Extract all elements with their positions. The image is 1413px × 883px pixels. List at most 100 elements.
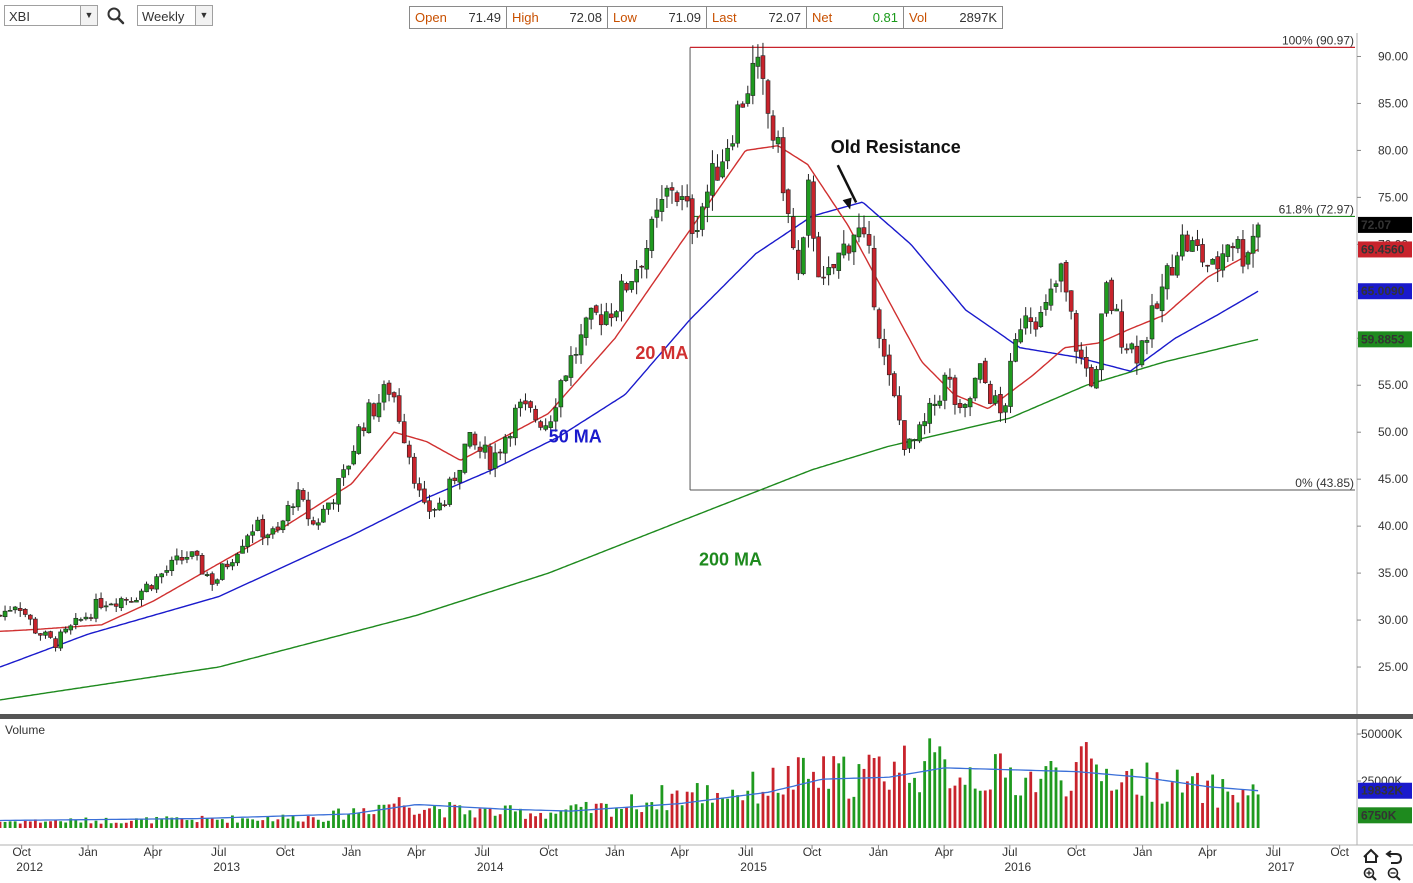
- volume-bar: [761, 791, 765, 828]
- candle-body: [230, 562, 235, 567]
- candle: [235, 552, 240, 566]
- candle-body: [624, 283, 629, 291]
- candle-body: [801, 237, 806, 275]
- zoom-out-icon[interactable]: [1387, 867, 1401, 881]
- candle: [588, 307, 594, 330]
- candle-body: [220, 563, 225, 580]
- volume-bar: [109, 823, 113, 828]
- zoom-in-icon[interactable]: [1363, 867, 1377, 881]
- volume-bar: [988, 789, 992, 828]
- candle-body: [63, 628, 68, 633]
- candle: [1033, 317, 1039, 337]
- volume-bar: [897, 772, 901, 828]
- candle-body: [78, 619, 84, 621]
- candle-body: [937, 400, 943, 406]
- candle-body: [1073, 313, 1079, 352]
- candle-body: [88, 617, 94, 619]
- candle: [220, 563, 225, 581]
- candle-body: [674, 192, 680, 202]
- candle: [558, 378, 564, 418]
- candle: [881, 328, 887, 366]
- volume-bar: [1120, 782, 1124, 828]
- candle-body: [806, 179, 811, 236]
- volume-bar: [685, 791, 689, 828]
- candle: [654, 198, 660, 228]
- candle: [932, 394, 938, 416]
- volume-bar: [54, 819, 57, 828]
- volume-bar: [256, 820, 260, 828]
- candle-body: [851, 234, 857, 253]
- symbol-selector[interactable]: XBI ▼: [4, 5, 98, 26]
- volume-bar: [847, 798, 851, 828]
- candle: [871, 235, 877, 311]
- volume-bar: [524, 818, 527, 828]
- candle: [68, 624, 74, 635]
- volume-bar: [655, 809, 659, 828]
- home-icon[interactable]: [1363, 848, 1379, 863]
- y-tick-label: 75.00: [1378, 190, 1408, 204]
- pane-divider[interactable]: [0, 714, 1413, 719]
- candle-body: [134, 600, 139, 603]
- candle-body: [669, 187, 675, 191]
- candle: [957, 399, 963, 414]
- candle: [194, 549, 200, 561]
- x-year-label: 2012: [16, 860, 43, 874]
- candle-body: [750, 62, 756, 96]
- interval-selector[interactable]: Weekly ▼: [137, 5, 213, 26]
- volume-bar: [1084, 742, 1088, 828]
- volume-bar: [609, 816, 613, 828]
- candle: [1089, 364, 1094, 388]
- chart-area[interactable]: 100% (90.97) 61.8% (72.97) 0% (43.85) Old …: [0, 33, 1413, 883]
- y-tick-label: 50.00: [1378, 425, 1408, 439]
- volume-bar: [1019, 795, 1023, 828]
- volume-bar: [200, 815, 204, 828]
- candle-body: [255, 519, 260, 531]
- undo-icon[interactable]: [1385, 850, 1403, 864]
- candle: [629, 281, 634, 293]
- volume-bar: [453, 804, 457, 828]
- chevron-down-icon[interactable]: ▼: [80, 6, 97, 25]
- volume-bar: [675, 790, 679, 828]
- volume-bar: [155, 816, 159, 828]
- candle-body: [634, 268, 639, 283]
- candle: [139, 588, 144, 606]
- x-year-label: 2017: [1268, 860, 1295, 874]
- candle-body: [785, 189, 791, 214]
- candle-body: [225, 563, 230, 568]
- ma50-line: [0, 201, 1259, 668]
- candle-body: [548, 421, 554, 428]
- candle: [806, 173, 811, 248]
- candle: [48, 630, 53, 639]
- candle-body: [1230, 246, 1236, 249]
- volume-bar: [1125, 770, 1129, 828]
- candle-body: [48, 631, 53, 638]
- volume-bar: [731, 789, 735, 828]
- candle: [942, 372, 948, 410]
- volume-bar: [645, 802, 649, 828]
- volume-bar: [463, 814, 467, 828]
- candle-body: [593, 305, 599, 313]
- x-tick-label: Jan: [605, 845, 624, 859]
- x-tick-label: Jul: [738, 845, 753, 859]
- candle-body: [1089, 367, 1094, 387]
- candle: [17, 602, 23, 617]
- quote-bar: Open 71.49 High 72.08 Low 71.09 Last 72.…: [409, 6, 1003, 29]
- candle-body: [649, 218, 655, 251]
- candle-body: [735, 104, 740, 144]
- candle: [876, 307, 882, 349]
- candle-body: [578, 334, 584, 356]
- volume-bar: [1074, 762, 1078, 828]
- candle-body: [1048, 288, 1054, 306]
- candle-body: [1154, 303, 1160, 309]
- search-icon[interactable]: [106, 6, 126, 26]
- volume-bar: [428, 808, 431, 828]
- candle-body: [765, 80, 771, 114]
- chevron-down-icon[interactable]: ▼: [195, 6, 212, 25]
- x-year-label: 2015: [740, 860, 767, 874]
- candle-body: [341, 469, 346, 478]
- volume-bar: [0, 821, 2, 828]
- volume-bar: [1256, 794, 1260, 828]
- candle: [321, 504, 326, 523]
- candle: [462, 443, 468, 475]
- candle: [917, 421, 922, 444]
